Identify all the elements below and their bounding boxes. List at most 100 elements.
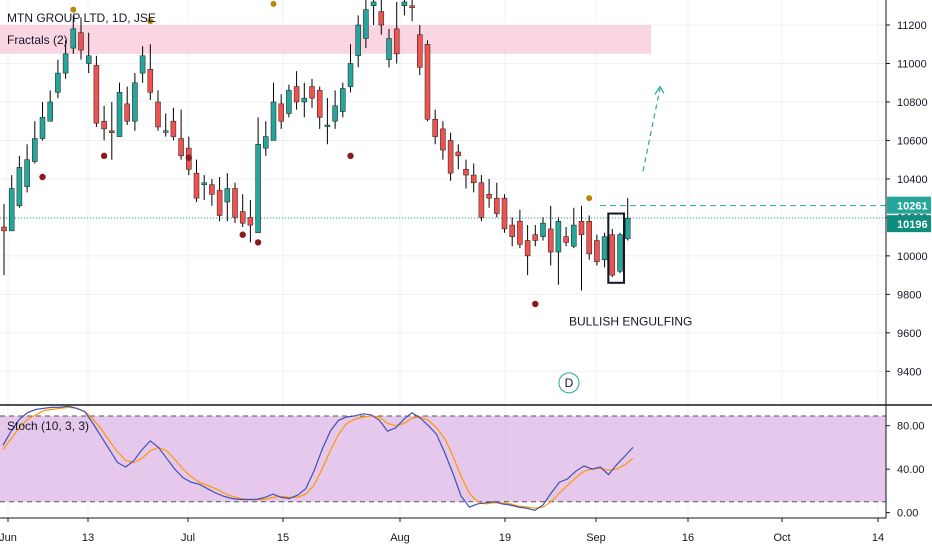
candle-body [1,226,7,232]
candle-body [286,90,292,114]
candle-body [578,220,585,235]
candle-body [209,184,215,195]
candle-body [301,97,308,103]
fractal-down-marker [239,231,246,238]
stoch-k-line [2,405,634,512]
resistance-zone [0,25,651,54]
candle-body [116,92,123,137]
candle-body [401,1,408,7]
fractal-down-marker [254,239,262,246]
symbol-title[interactable]: MTN GROUP LTD, 1D, JSE [7,11,156,25]
candle-body [447,140,454,174]
time-tick-label: 15 [277,532,289,544]
fractal-down-marker [39,173,46,181]
candle-body [216,190,223,216]
price-tick-label: 11000 [897,58,927,70]
candle-body [624,217,631,239]
candle-body [586,220,592,255]
stoch-tick-label: 40.00 [897,464,925,476]
candlestick-series [1,0,631,291]
candle-body [601,236,608,260]
candle-body [409,5,415,8]
stoch-d-line [2,406,634,509]
candle-body [47,101,53,122]
candle-body [432,119,438,137]
candle-body [517,220,523,245]
stoch-tick-label: 80.00 [897,421,925,433]
stoch-band [0,415,886,502]
candle-body [571,224,577,247]
candle-body [147,69,154,93]
candle-body [109,130,115,133]
time-tick-label: Oct [773,532,790,544]
candle-body [316,90,323,118]
dividend-marker[interactable]: D [558,372,580,394]
time-tick-label: 16 [682,532,694,544]
time-tick-label: Jun [0,532,17,544]
candle-body [440,128,446,151]
candle-body [55,72,61,93]
candle-body [170,120,177,137]
time-axis[interactable]: Jun 13 Jul 15 Aug 19 Sep 16 Oct 14 [0,518,884,544]
candle-body [563,236,569,243]
fractal-up-marker [70,6,77,13]
candle-body [85,55,92,64]
fractals-indicator-label[interactable]: Fractals (2) [7,33,68,47]
candle-body [132,82,138,122]
candle-body [393,28,400,55]
price-tick-label: 10600 [897,135,928,147]
time-tick-label: 13 [82,532,94,544]
candle-body [263,136,269,149]
candle-body [93,65,100,124]
candle-body [524,240,531,257]
time-tick-label: Aug [390,532,410,544]
candle-body [201,182,207,185]
candle-body [32,138,38,162]
candle-body [155,101,161,128]
candle-body [239,211,246,224]
candle-body [494,197,500,214]
fractal-up-marker [586,195,593,202]
candle-body [532,234,539,241]
stoch-indicator-label[interactable]: Stoch (10, 3, 3) [7,419,89,433]
candle-body [455,151,462,157]
price-badges: 10261 10196 [887,196,931,233]
resistance-price-badge [887,196,931,214]
price-tick-label: 9600 [897,328,921,340]
candle-body [486,194,492,199]
fractal-down-marker [347,152,354,160]
last-price-badge [887,215,931,233]
fractal-up-marker [147,18,154,25]
price-tick-label: 10000 [897,251,928,263]
price-tick-label: 9400 [897,366,921,378]
candle-body [370,1,377,7]
candle-body [347,63,354,87]
candle-body [193,172,200,199]
candle-body [509,224,515,237]
candle-body [139,55,146,74]
candle-body [62,53,69,74]
candle-body [24,159,30,187]
last-price-text: 10196 [897,219,928,231]
price-tick-label: 10800 [897,97,928,109]
dividend-circle [558,372,580,394]
candle-body [224,188,231,203]
candle-body [324,124,331,127]
candle-body [363,9,369,39]
candle-body [470,174,477,184]
candle-body [540,222,546,237]
fractal-down-marker [532,300,539,308]
candle-body [178,138,184,157]
candle-body [124,103,130,122]
stoch-axis[interactable]: 80.00 40.00 0.00 [886,421,925,520]
candle-body [255,144,261,234]
candle-body [424,43,431,120]
candle-body [594,240,600,262]
stoch-tick-label: 0.00 [897,508,918,520]
fractal-down-marker [185,154,192,161]
price-tick-label: 10400 [897,174,928,186]
candle-body [355,24,361,57]
candle-body [501,197,508,230]
candle-body [340,88,346,112]
